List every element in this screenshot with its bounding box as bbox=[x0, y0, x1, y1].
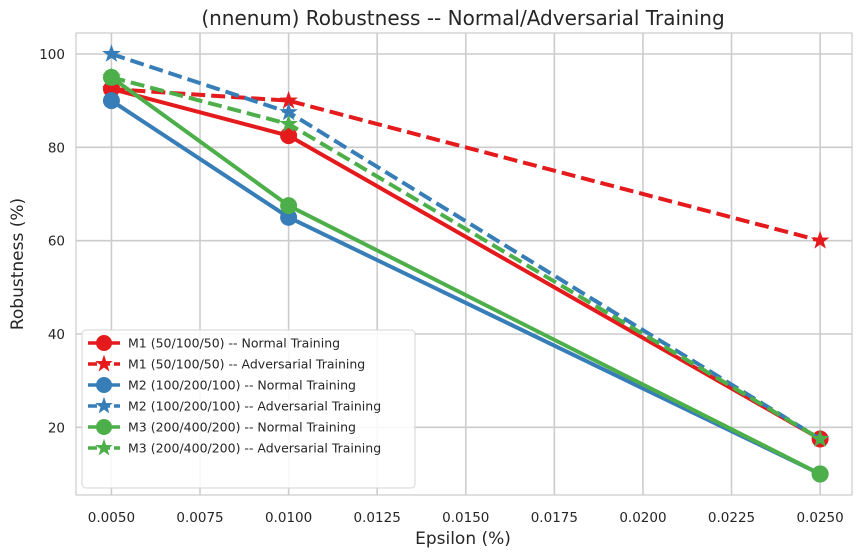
legend-label: M1 (50/100/50) -- Normal Training bbox=[128, 336, 340, 351]
data-point bbox=[811, 465, 829, 483]
legend-marker bbox=[96, 335, 112, 351]
legend-marker bbox=[95, 438, 113, 456]
x-tick-label: 0.0125 bbox=[354, 510, 401, 526]
x-tick-label: 0.0250 bbox=[796, 510, 843, 526]
series-group bbox=[102, 44, 830, 483]
x-tick-label: 0.0225 bbox=[708, 510, 755, 526]
plot-area-frame bbox=[75, 32, 853, 496]
legend-label: M3 (200/400/200) -- Adversarial Training bbox=[128, 441, 381, 456]
data-point bbox=[279, 114, 298, 132]
data-point bbox=[102, 67, 121, 86]
y-tick-label: 40 bbox=[48, 327, 65, 343]
series-6 bbox=[102, 67, 830, 447]
x-tick-label: 0.0150 bbox=[442, 510, 489, 526]
legend-item: M3 (200/400/200) -- Adversarial Training bbox=[88, 438, 381, 456]
y-tick-label: 100 bbox=[39, 47, 65, 63]
legend-marker bbox=[95, 354, 113, 372]
data-point bbox=[810, 230, 830, 249]
data-point bbox=[279, 102, 298, 121]
legend-label: M1 (50/100/50) -- Adversarial Training bbox=[128, 357, 365, 372]
series-2 bbox=[102, 79, 830, 249]
legend: M1 (50/100/50) -- Normal Training M1 (50/… bbox=[81, 329, 416, 489]
legend-marker bbox=[95, 396, 113, 414]
x-axis-label: Epsilon (%) bbox=[415, 529, 511, 549]
x-tick-label: 0.0050 bbox=[88, 510, 135, 526]
legend-marker bbox=[96, 377, 112, 393]
series-line bbox=[111, 87, 821, 243]
data-point bbox=[280, 208, 298, 226]
y-axis-ticks: 20 40 60 80 100 bbox=[39, 47, 65, 436]
legend-item: M3 (200/400/200) -- Normal Training bbox=[88, 419, 356, 435]
data-point bbox=[279, 90, 298, 109]
chart-title: (nnenum) Robustness -- Normal/Adversaria… bbox=[201, 6, 724, 30]
legend-label: M2 (100/200/100) -- Normal Training bbox=[128, 378, 356, 393]
legend-item: M1 (50/100/50) -- Adversarial Training bbox=[88, 354, 365, 372]
legend-item: M2 (100/200/100) -- Normal Training bbox=[88, 377, 356, 393]
data-point bbox=[102, 44, 121, 62]
x-tick-label: 0.0100 bbox=[265, 510, 312, 526]
data-point bbox=[810, 429, 830, 447]
data-point bbox=[280, 127, 298, 145]
data-point bbox=[280, 197, 298, 215]
data-point bbox=[102, 79, 121, 97]
x-axis-ticks: 0.0050 0.0075 0.0100 0.0125 0.0150 0.0175 0.02… bbox=[88, 510, 844, 526]
legend-box bbox=[81, 329, 416, 489]
data-point bbox=[102, 92, 120, 110]
legend-label: M2 (100/200/100) -- Adversarial Training bbox=[128, 399, 381, 414]
y-axis-label: Robustness (%) bbox=[8, 198, 28, 330]
legend-marker bbox=[96, 419, 112, 435]
x-tick-label: 0.0075 bbox=[176, 510, 223, 526]
y-tick-label: 60 bbox=[48, 234, 65, 250]
legend-item: M1 (50/100/50) -- Normal Training bbox=[88, 335, 340, 351]
legend-label: M3 (200/400/200) -- Normal Training bbox=[128, 420, 356, 435]
y-tick-label: 20 bbox=[48, 420, 65, 436]
x-tick-label: 0.0200 bbox=[619, 510, 666, 526]
x-tick-label: 0.0175 bbox=[531, 510, 578, 526]
legend-item: M2 (100/200/100) -- Adversarial Training bbox=[88, 396, 381, 414]
series-3 bbox=[102, 92, 829, 483]
y-tick-label: 80 bbox=[48, 140, 65, 156]
